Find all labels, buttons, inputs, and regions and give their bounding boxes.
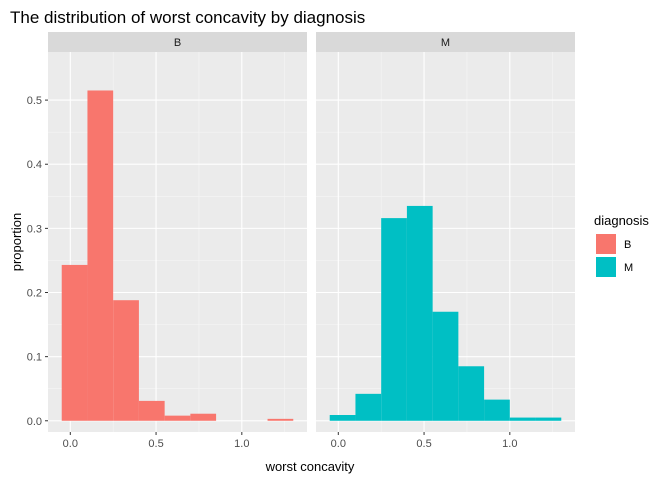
histogram-bar-B-1 <box>87 90 114 421</box>
chart-title: The distribution of worst concavity by d… <box>10 8 365 27</box>
facet-strip-label: M <box>441 37 450 49</box>
y-tick-label: 0.4 <box>27 159 42 171</box>
histogram-bar-M-2 <box>381 218 407 421</box>
legend-label-B: B <box>624 239 631 251</box>
y-axis: 0.0 0.1 0.2 0.3 0.4 0.5 <box>27 95 48 428</box>
legend: diagnosis BM <box>594 213 649 277</box>
histogram-bar-M-6 <box>484 399 510 421</box>
x-tick-label: 0.0 <box>63 438 78 450</box>
y-tick-label: 0.1 <box>27 352 42 364</box>
histogram-bar-M-8 <box>535 417 562 421</box>
histogram-bar-B-3 <box>138 400 165 421</box>
legend-key-M <box>596 257 616 277</box>
histogram-bar-B-4 <box>164 415 191 421</box>
x-axis-title: worst concavity <box>265 459 355 474</box>
x-tick-label: 0.0 <box>331 438 346 450</box>
histogram-bar-M-5 <box>458 366 485 421</box>
x-tick-label: 1.0 <box>234 438 249 450</box>
histogram-bar-B-5 <box>190 413 217 421</box>
x-tick-label: 0.5 <box>148 438 163 450</box>
facet-strip-label: B <box>174 37 181 49</box>
y-axis-title: proportion <box>9 213 24 272</box>
y-tick-label: 0.2 <box>27 288 42 300</box>
y-tick-label: 0.5 <box>27 95 42 107</box>
x-tick-label: 1.0 <box>502 438 517 450</box>
facet-panel-B: B 0.0 0.5 1.0 <box>48 32 307 450</box>
histogram-bar-M-0 <box>329 415 356 421</box>
legend-title: diagnosis <box>594 213 649 228</box>
histogram-bar-B-2 <box>113 300 139 421</box>
facet-strip <box>316 32 575 52</box>
facets-layer: B 0.0 0.5 1.0 M 0.0 0.5 1.0 <box>48 32 575 450</box>
histogram-bar-B-0 <box>61 264 88 421</box>
facet-panel-M: M 0.0 0.5 1.0 <box>316 32 575 450</box>
legend-key-B <box>596 234 616 254</box>
y-tick-label: 0.3 <box>27 223 42 235</box>
histogram-bar-B-8 <box>267 418 294 421</box>
histogram-bar-M-4 <box>432 311 459 421</box>
histogram-bar-M-3 <box>406 205 433 421</box>
histogram-bar-M-1 <box>355 393 382 421</box>
x-tick-label: 0.5 <box>416 438 431 450</box>
facet-strip <box>48 32 307 52</box>
y-tick-label: 0.0 <box>27 416 42 428</box>
legend-label-M: M <box>624 262 633 274</box>
histogram-bar-M-7 <box>509 417 536 421</box>
